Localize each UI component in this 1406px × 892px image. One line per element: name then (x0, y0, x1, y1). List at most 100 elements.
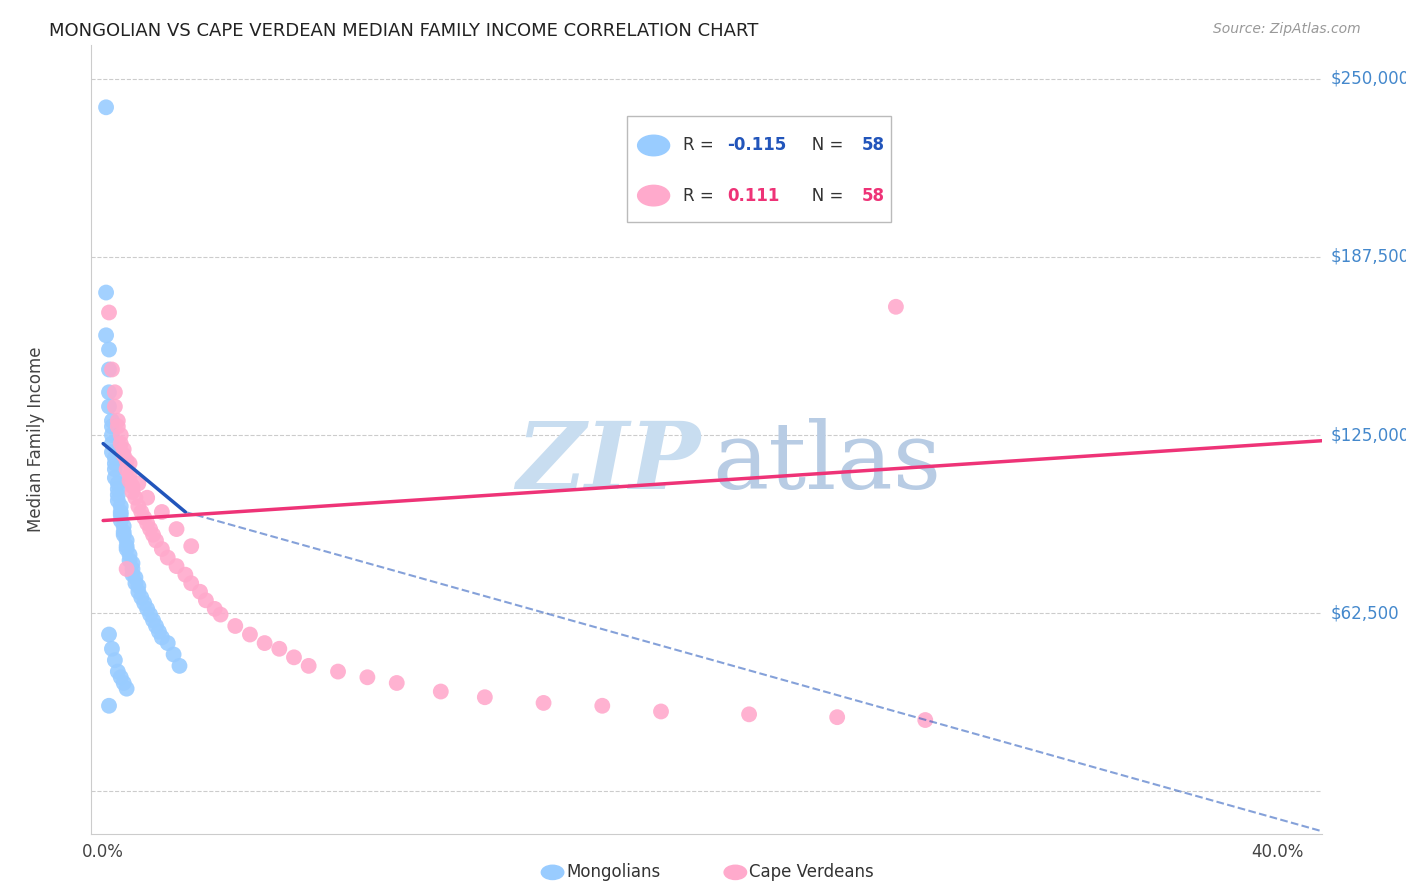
Point (253, 636, 276, 650)
Point (136, 602, 159, 616)
Text: 58: 58 (862, 136, 884, 154)
Point (156, 550, 179, 565)
Point (127, 500, 149, 514)
FancyBboxPatch shape (627, 116, 891, 222)
Point (174, 567, 197, 582)
Point (180, 576, 202, 591)
Point (124, 491, 146, 505)
Point (115, 453, 138, 467)
Point (283, 650, 305, 665)
Point (107, 482, 129, 496)
Point (162, 648, 184, 662)
Point (738, 707, 761, 722)
Point (94, 328, 117, 343)
Point (115, 533, 138, 548)
Text: $187,500: $187,500 (1330, 248, 1406, 266)
Point (101, 436, 124, 450)
Point (884, 300, 907, 314)
Point (134, 510, 156, 524)
Point (209, 607, 232, 622)
Point (104, 400, 127, 414)
Point (104, 462, 127, 476)
Point (98, 343, 121, 357)
Point (98, 305, 121, 319)
Text: 40.0%: 40.0% (1251, 843, 1303, 861)
Point (104, 450, 127, 465)
Point (94, 100, 117, 114)
Point (136, 516, 159, 531)
Point (112, 442, 135, 457)
Point (101, 641, 124, 656)
Point (104, 471, 127, 485)
Point (136, 491, 159, 505)
Point (98, 385, 121, 400)
Point (98, 627, 121, 641)
Text: $62,500: $62,500 (1330, 604, 1399, 622)
Point (110, 505, 132, 519)
Point (121, 567, 143, 582)
Point (430, 684, 453, 698)
Point (150, 631, 173, 645)
Point (150, 505, 173, 519)
Point (112, 519, 135, 533)
Point (121, 556, 143, 570)
Point (118, 548, 141, 562)
Text: R =: R = (683, 136, 718, 154)
Point (110, 500, 132, 514)
Point (98, 698, 121, 713)
Point (127, 579, 149, 593)
Point (142, 613, 165, 627)
Point (127, 584, 149, 599)
Point (121, 562, 143, 576)
Point (115, 542, 138, 557)
Point (188, 584, 211, 599)
Point (101, 445, 124, 459)
Point (107, 414, 129, 428)
Point (112, 676, 135, 690)
Text: 0.0%: 0.0% (82, 843, 124, 861)
Point (112, 524, 135, 539)
Text: MONGOLIAN VS CAPE VERDEAN MEDIAN FAMILY INCOME CORRELATION CHART: MONGOLIAN VS CAPE VERDEAN MEDIAN FAMILY … (49, 22, 759, 40)
Circle shape (637, 136, 669, 156)
Point (131, 591, 153, 605)
Point (118, 553, 141, 567)
Point (112, 448, 135, 462)
Text: Mongolians: Mongolians (567, 863, 661, 881)
Point (115, 462, 138, 476)
Point (104, 457, 127, 471)
Point (326, 665, 349, 679)
Point (124, 576, 146, 591)
Point (98, 400, 121, 414)
Point (139, 522, 162, 536)
Text: -0.115: -0.115 (727, 136, 787, 154)
Point (104, 653, 127, 667)
Point (101, 419, 124, 434)
Text: 0.111: 0.111 (727, 186, 780, 204)
Point (107, 665, 129, 679)
Point (98, 362, 121, 376)
Point (94, 285, 117, 300)
Point (107, 476, 129, 491)
Point (121, 485, 143, 500)
Point (166, 522, 188, 536)
Point (150, 542, 173, 557)
Point (115, 681, 138, 696)
Point (118, 474, 141, 488)
Text: Cape Verdeans: Cape Verdeans (749, 863, 875, 881)
Text: R =: R = (683, 186, 718, 204)
Point (134, 596, 156, 610)
Point (110, 670, 132, 684)
Point (914, 713, 936, 727)
Point (224, 619, 246, 633)
Point (239, 627, 262, 641)
Point (180, 539, 202, 553)
Point (825, 710, 848, 724)
Point (101, 428, 124, 442)
Text: atlas: atlas (713, 418, 942, 508)
Point (385, 676, 408, 690)
Point (474, 690, 496, 705)
Point (269, 641, 291, 656)
Point (533, 696, 555, 710)
Point (139, 607, 162, 622)
Point (107, 419, 129, 434)
